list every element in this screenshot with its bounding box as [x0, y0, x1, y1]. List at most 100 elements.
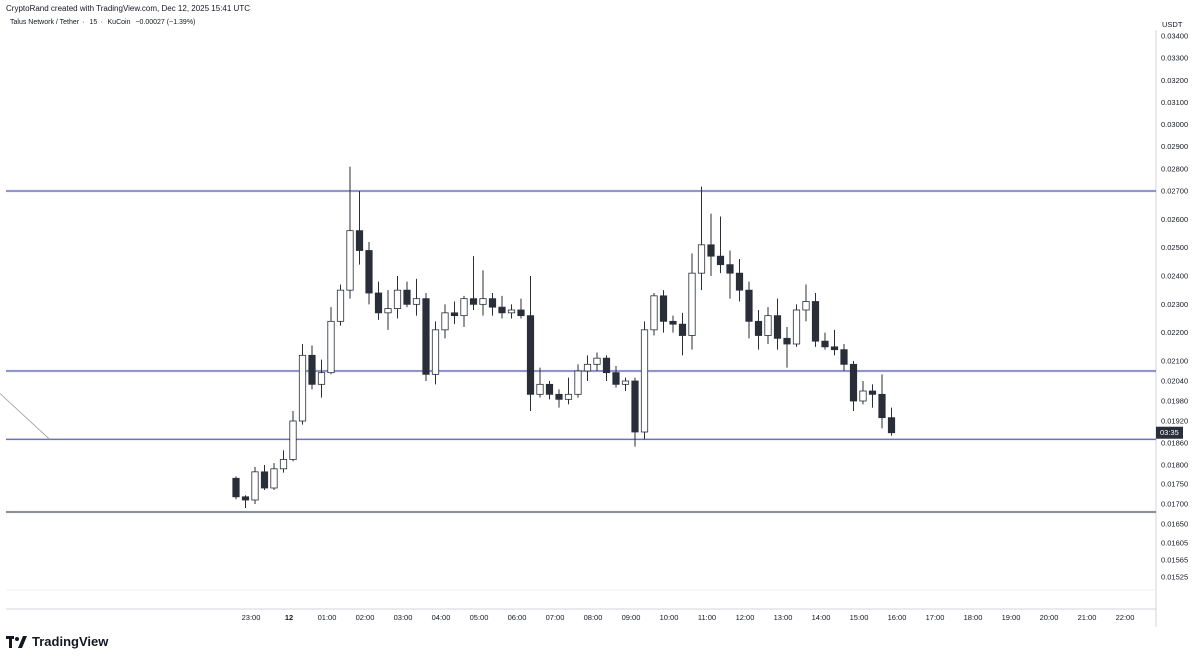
candle-body [260, 471, 269, 489]
price-tick-label: 0.01525 [1161, 573, 1188, 582]
candle-body [659, 295, 668, 322]
candle-body [251, 471, 259, 501]
time-tick-label: 03:00 [394, 613, 413, 622]
candle-down [726, 250, 734, 299]
price-tick-label: 0.01650 [1161, 520, 1188, 529]
candle-body [498, 306, 506, 314]
price-tick-label: 0.03300 [1161, 54, 1188, 63]
candle-down [422, 293, 430, 381]
candle-body [422, 298, 430, 375]
price-tick-label: 0.03000 [1161, 120, 1188, 129]
candle-body [745, 289, 753, 322]
candle-body [612, 372, 620, 385]
candle-down [555, 389, 563, 408]
candle-body [469, 298, 478, 305]
candle-body [479, 298, 487, 305]
candle-body [602, 357, 611, 374]
candle-body [374, 292, 383, 314]
symbol-change: −0.00027 (−1.39%) [135, 19, 196, 26]
candle-body [488, 298, 497, 308]
candle-down [840, 344, 848, 371]
symbol-interval[interactable]: 15 [89, 19, 98, 26]
candle-down [526, 276, 535, 411]
candle-up [764, 307, 772, 344]
candle-body [460, 298, 468, 317]
price-tick-label: 0.02700 [1161, 187, 1188, 196]
price-tick-label: 0.01980 [1161, 397, 1188, 406]
price-tick-label: 0.01800 [1161, 461, 1188, 470]
currency-label: USDT [1162, 20, 1183, 29]
price-tick-label: 0.03200 [1161, 76, 1188, 85]
time-tick-label: 08:00 [584, 613, 603, 622]
candle-up [298, 344, 307, 425]
last-price-label-box [1156, 426, 1183, 439]
candle-up [859, 381, 867, 405]
candle-body [593, 357, 601, 365]
price-tick-label: 0.01920 [1161, 417, 1188, 426]
candle-body [726, 264, 734, 274]
time-tick-label: 11:00 [698, 613, 716, 622]
candle-body [669, 320, 677, 325]
candle-down [612, 366, 620, 388]
candle-body [716, 255, 725, 266]
candle-down [868, 384, 877, 408]
price-tick-label: 0.02600 [1161, 215, 1188, 224]
candle-body [878, 393, 886, 419]
candle-down [773, 298, 782, 350]
candle-body [621, 380, 630, 385]
candle-body [317, 372, 326, 385]
candle-body [270, 468, 278, 489]
candle-body [821, 340, 829, 348]
candle-body [507, 309, 516, 314]
candle-up [327, 307, 335, 375]
candle-up [289, 411, 297, 462]
time-tick-label: 14:00 [812, 613, 831, 622]
candle-up [507, 304, 516, 319]
candle-down [669, 315, 677, 333]
tradingview-logo[interactable]: TradingView [6, 634, 108, 649]
time-tick-label: 16:00 [888, 613, 907, 622]
time-tick-label: 05:00 [470, 613, 489, 622]
candle-body [707, 244, 715, 257]
candle-up [650, 293, 658, 336]
price-tick-label: 0.02200 [1161, 328, 1188, 337]
chart-credit: CryptoRand created with TradingView.com,… [6, 4, 250, 13]
time-axis[interactable]: 23:00 12 01:00 02:00 03:00 04:00 05:00 06:00 07:… [242, 613, 1135, 622]
candle-up [460, 295, 468, 327]
candle-body [640, 329, 649, 433]
price-tick-label: 0.03400 [1161, 32, 1188, 41]
candle-down [365, 242, 373, 305]
candle-up [574, 364, 582, 398]
candle-body [792, 309, 801, 345]
candle-body [840, 349, 848, 365]
candle-down [260, 465, 269, 490]
time-tick-label: 13:00 [774, 613, 793, 622]
time-tick-label: 12:00 [736, 613, 755, 622]
time-tick-label: 09:00 [622, 613, 641, 622]
candle-body [688, 272, 696, 336]
last-price-label: 03:35 [1160, 428, 1179, 437]
candle-up [270, 463, 278, 490]
candle-down [849, 361, 858, 411]
price-axis[interactable]: 0.03400 0.03300 0.03200 0.03100 0.03000 0.029… [1161, 32, 1188, 582]
price-tick-label: 0.01605 [1161, 539, 1188, 548]
candle-up [593, 352, 601, 371]
candle-body [279, 459, 288, 470]
candle-body [289, 420, 297, 460]
candle-down [545, 381, 554, 400]
candle-up [279, 450, 288, 473]
candle-body [868, 390, 877, 395]
candle-body [783, 337, 791, 345]
time-tick-label: 07:00 [546, 613, 565, 622]
price-tick-label: 0.03100 [1161, 98, 1188, 107]
candle-body [583, 363, 592, 372]
candle-up [697, 186, 706, 291]
candle-body [773, 315, 782, 339]
price-tick-label: 0.02400 [1161, 272, 1188, 281]
candle-body [336, 289, 345, 322]
symbol-name[interactable]: Talus Network / Tether [10, 19, 80, 26]
candle-up [251, 466, 259, 504]
candle-up [621, 377, 630, 391]
trendline-layer [0, 392, 50, 440]
